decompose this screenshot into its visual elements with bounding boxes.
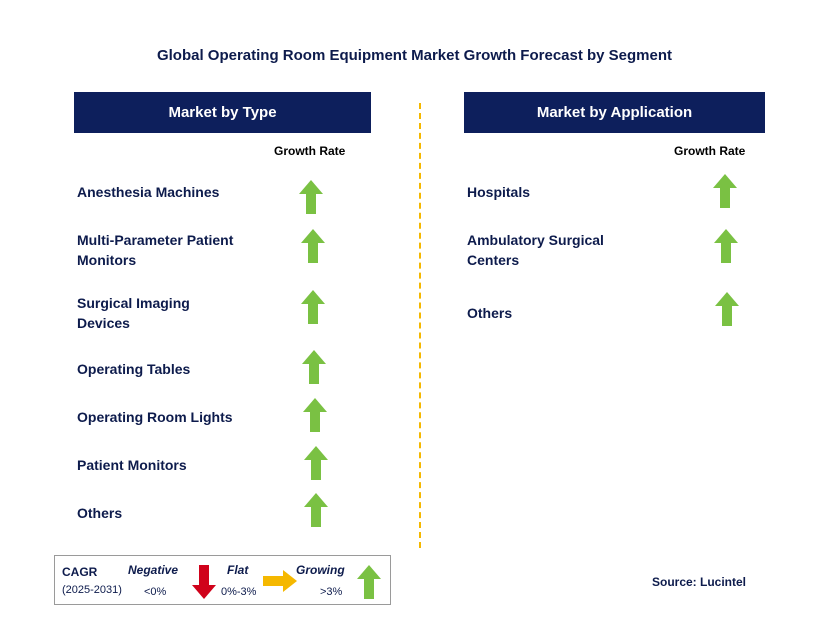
legend-growing-range: >3% bbox=[320, 586, 343, 598]
type-item-others: Others bbox=[77, 503, 122, 523]
type-item-surgical-imaging-devices: Surgical Imaging Devices bbox=[77, 293, 190, 333]
chart-title: Global Operating Room Equipment Market G… bbox=[156, 47, 673, 64]
type-item-label-line: Anesthesia Machines bbox=[77, 184, 220, 200]
application-item-label-line: Others bbox=[467, 305, 513, 321]
negative-arrow-icon bbox=[192, 565, 216, 599]
type-item-patient-monitors: Patient Monitors bbox=[77, 455, 187, 475]
growing-arrow-icon bbox=[357, 565, 381, 599]
growing-arrow-icon bbox=[301, 229, 325, 263]
type-item-operating-tables: Operating Tables bbox=[77, 359, 190, 379]
type-item-label-line: Others bbox=[77, 505, 123, 521]
panel-divider bbox=[419, 103, 421, 548]
type-item-operating-room-lights: Operating Room Lights bbox=[77, 407, 233, 427]
legend-negative-label: Negative bbox=[128, 563, 179, 577]
growing-arrow-icon bbox=[304, 493, 328, 527]
growing-arrow-icon bbox=[713, 174, 737, 208]
application-growth-rate-label: Growth Rate bbox=[674, 144, 746, 158]
type-item-label-line: Operating Tables bbox=[77, 361, 191, 377]
type-growth-rate-label: Growth Rate bbox=[274, 144, 346, 158]
type-item-label-line: Multi-Parameter Patient bbox=[77, 232, 234, 248]
type-item-label-line: Monitors bbox=[77, 252, 137, 268]
type-item-label-line: Devices bbox=[77, 315, 130, 331]
type-panel-header: Market by Type bbox=[74, 92, 371, 133]
type-item-label-line: Operating Room Lights bbox=[77, 409, 233, 425]
growing-arrow-icon bbox=[302, 350, 326, 384]
legend-flat-range: 0%-3% bbox=[221, 586, 257, 598]
growing-arrow-icon bbox=[304, 446, 328, 480]
type-item-multi-parameter-patient-monitors: Multi-Parameter Patient Monitors bbox=[77, 230, 233, 270]
application-item-label-line: Ambulatory Surgical bbox=[467, 232, 604, 248]
legend-flat-label: Flat bbox=[227, 563, 249, 577]
growing-arrow-icon bbox=[714, 229, 738, 263]
type-item-label-line: Patient Monitors bbox=[77, 457, 187, 473]
growing-arrow-icon bbox=[715, 292, 739, 326]
application-item-ambulatory-surgical-centers: Ambulatory Surgical Centers bbox=[467, 230, 604, 270]
growing-arrow-icon bbox=[303, 398, 327, 432]
application-item-hospitals: Hospitals bbox=[467, 182, 530, 202]
source-label: Source: Lucintel bbox=[652, 575, 747, 589]
application-item-label-line: Hospitals bbox=[467, 184, 531, 200]
legend-cagr-label: CAGR bbox=[62, 565, 98, 579]
flat-arrow-icon bbox=[263, 570, 297, 592]
cagr-legend: CAGR (2025-2031) Negative <0% Flat 0%-3%… bbox=[54, 555, 391, 605]
legend-period-label: (2025-2031) bbox=[62, 584, 122, 596]
type-item-label-line: Surgical Imaging bbox=[77, 295, 190, 311]
application-panel-header: Market by Application bbox=[464, 92, 765, 133]
application-item-label-line: Centers bbox=[467, 252, 520, 268]
application-item-others: Others bbox=[467, 303, 512, 323]
growing-arrow-icon bbox=[301, 290, 325, 324]
legend-growing-label: Growing bbox=[296, 563, 345, 577]
legend-negative-range: <0% bbox=[144, 586, 167, 598]
growing-arrow-icon bbox=[299, 180, 323, 214]
type-item-anesthesia-machines: Anesthesia Machines bbox=[77, 182, 219, 202]
